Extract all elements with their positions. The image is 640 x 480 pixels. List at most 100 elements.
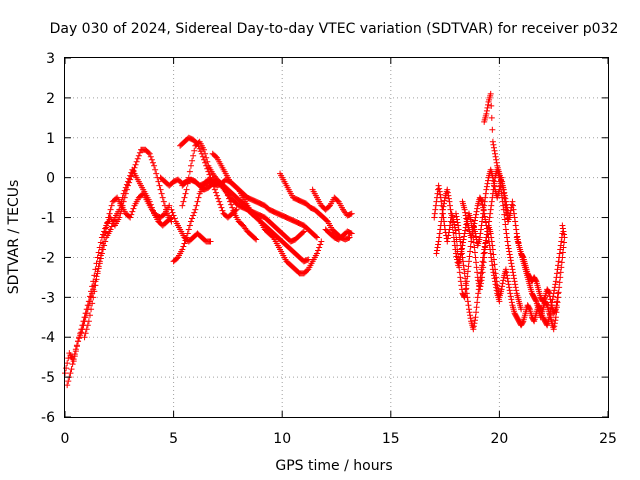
data-point <box>487 230 494 237</box>
data-point <box>80 318 87 325</box>
data-point <box>179 202 186 209</box>
data-point <box>471 217 478 224</box>
data-point <box>555 258 562 265</box>
data-point <box>471 320 478 327</box>
data-point <box>77 330 84 337</box>
x-tick-label: 25 <box>599 431 617 447</box>
data-point <box>437 191 444 198</box>
data-point <box>466 309 473 316</box>
data-point <box>446 226 453 233</box>
data-point <box>448 214 455 221</box>
data-point <box>456 269 463 276</box>
data-point <box>449 219 456 226</box>
data-point <box>488 102 495 109</box>
data-point <box>436 234 443 241</box>
data-point <box>441 200 448 207</box>
data-point <box>506 248 513 255</box>
data-point <box>107 206 114 213</box>
data-point <box>187 218 194 225</box>
series-arc-4 <box>168 206 214 245</box>
data-point <box>500 202 507 209</box>
data-point <box>471 249 478 256</box>
data-point <box>464 298 471 305</box>
data-point <box>467 312 474 319</box>
data-point <box>553 309 560 316</box>
data-point <box>490 269 497 276</box>
data-point <box>560 228 567 235</box>
data-point <box>550 293 557 300</box>
data-point <box>506 284 513 291</box>
data-point <box>108 223 115 230</box>
data-point <box>127 172 134 179</box>
data-point <box>489 138 496 145</box>
data-point <box>96 260 103 267</box>
data-point <box>149 207 156 214</box>
data-point <box>180 243 187 250</box>
data-point <box>464 294 471 301</box>
data-point <box>555 289 562 296</box>
data-point <box>513 287 520 294</box>
data-point <box>489 190 496 197</box>
data-point <box>509 269 516 276</box>
data-point <box>453 213 460 220</box>
data-point <box>498 286 505 293</box>
data-point <box>436 188 443 195</box>
data-point <box>134 155 141 162</box>
data-point <box>501 211 508 218</box>
data-point <box>471 244 478 251</box>
data-point <box>508 263 515 270</box>
data-point <box>508 201 515 208</box>
data-point <box>507 254 514 261</box>
data-point <box>457 274 464 281</box>
data-point <box>477 230 484 237</box>
y-tick-label: -2 <box>41 250 55 266</box>
data-point <box>461 230 468 237</box>
data-point <box>508 296 515 303</box>
data-point <box>553 304 560 311</box>
data-point <box>180 198 187 205</box>
data-point <box>509 266 516 273</box>
data-point <box>431 210 438 217</box>
data-point <box>491 147 498 154</box>
data-point <box>72 346 79 353</box>
data-point <box>492 281 499 288</box>
data-point <box>126 175 133 182</box>
data-point <box>130 205 137 212</box>
data-point <box>170 212 177 219</box>
data-point <box>492 153 499 160</box>
data-point <box>470 239 477 246</box>
data-point <box>472 314 479 321</box>
data-point <box>483 183 490 190</box>
data-point <box>482 219 489 226</box>
data-point <box>510 206 517 213</box>
data-point <box>437 222 444 229</box>
data-point <box>118 198 125 205</box>
data-point <box>233 206 240 213</box>
series-arc-8 <box>179 138 307 245</box>
data-point <box>70 356 77 363</box>
data-point <box>470 323 477 330</box>
data-point <box>446 202 453 209</box>
data-point <box>482 190 489 197</box>
data-point <box>462 212 469 219</box>
data-point <box>553 270 560 277</box>
data-point <box>182 190 189 197</box>
data-point <box>475 290 482 297</box>
data-point <box>116 206 123 213</box>
data-point <box>67 370 74 377</box>
y-tick-label: 1 <box>46 131 55 147</box>
data-point <box>480 254 487 261</box>
y-tick-label: -4 <box>41 330 55 346</box>
series-arc-18 <box>459 194 503 305</box>
data-point <box>543 301 550 308</box>
data-point <box>318 238 325 245</box>
data-point <box>438 214 445 221</box>
data-point <box>97 255 104 262</box>
data-point <box>210 183 217 190</box>
series-arc-13 <box>322 226 355 243</box>
data-point <box>490 272 497 279</box>
data-point <box>555 294 562 301</box>
data-point <box>483 186 490 193</box>
data-point <box>464 268 471 275</box>
data-point <box>462 286 469 293</box>
